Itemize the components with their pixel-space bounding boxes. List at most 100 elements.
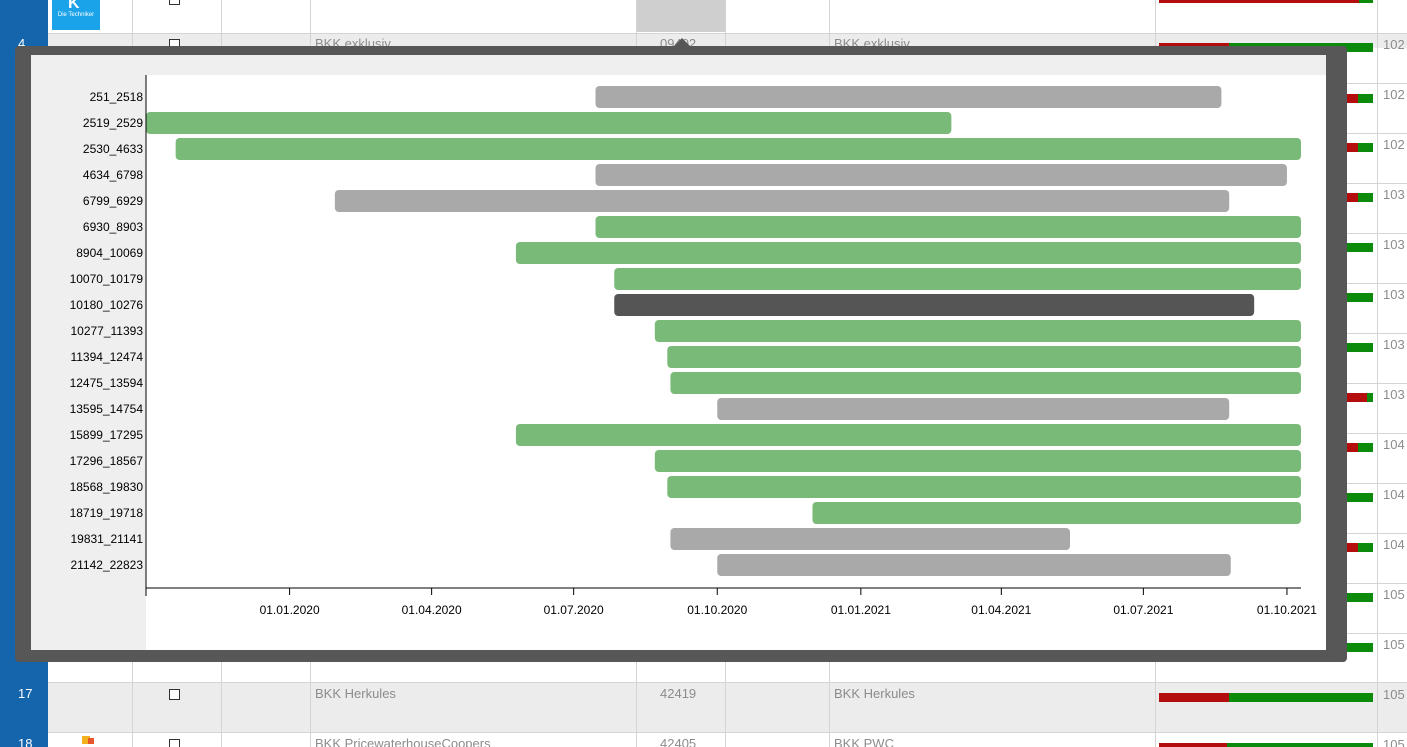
gantt-bar[interactable] [670, 528, 1070, 550]
gantt-bar[interactable] [667, 476, 1301, 498]
status-bar [1347, 493, 1373, 502]
cell-short-name: BKK Herkules [834, 686, 915, 701]
gantt-bar[interactable] [670, 372, 1301, 394]
table-row [48, 33, 1407, 48]
cell-right-number: 103 [1383, 387, 1405, 402]
x-tick-label: 01.04.2020 [402, 603, 462, 617]
gantt-row-label: 6930_8903 [83, 220, 143, 234]
gantt-row-label: 251_2518 [90, 90, 144, 104]
row-number: 4 [18, 36, 26, 51]
gantt-bar[interactable] [595, 86, 1222, 108]
row-number: 17 [18, 686, 33, 701]
cell-code: 42405 [660, 736, 697, 747]
techniker-logo: K Die Techniker [52, 0, 100, 30]
status-bar [1347, 393, 1373, 402]
popup-content: 251_2518 2519_2529 2530_4633 4634_6798 6799_… [31, 55, 1326, 650]
status-bar [1159, 693, 1373, 702]
status-bar [1159, 743, 1373, 747]
cell-right-number: 103 [1383, 287, 1405, 302]
gantt-row-label: 11394_12474 [70, 350, 143, 364]
row-checkbox[interactable] [169, 0, 180, 5]
timeline-popup: 251_2518 2519_2529 2530_4633 4634_6798 6799_… [15, 46, 1347, 662]
status-bar [1347, 293, 1373, 302]
table-row[interactable] [48, 682, 1407, 732]
table-row [48, 662, 1407, 682]
status-bar [1347, 193, 1373, 202]
cell-right-number: 103 [1383, 337, 1405, 352]
x-tick-label: 01.10.2020 [687, 603, 747, 617]
gantt-row-label: 13595_14754 [70, 402, 144, 416]
gantt-bar[interactable] [614, 294, 1255, 316]
gantt-row-label: 8904_10069 [76, 246, 143, 260]
gantt-row-label: 6799_6929 [83, 194, 143, 208]
gantt-bar[interactable] [717, 554, 1231, 576]
gantt-row-label: 17296_18567 [70, 454, 144, 468]
gantt-bar[interactable] [515, 242, 1301, 264]
row-checkbox[interactable] [169, 689, 180, 700]
cell-right-number: 105 [1383, 687, 1405, 702]
status-bar [1347, 343, 1373, 352]
gantt-bar[interactable] [717, 398, 1230, 420]
status-bar [1347, 443, 1373, 452]
gantt-bar[interactable] [334, 190, 1230, 212]
status-bar [1347, 643, 1373, 652]
row-number: 18 [18, 736, 33, 747]
gantt-row-label: 2530_4633 [83, 142, 143, 156]
cell-name: BKK Herkules [315, 686, 396, 701]
gantt-bar[interactable] [614, 268, 1301, 290]
cell-right-number: 105 [1383, 737, 1405, 747]
table-row [48, 0, 1407, 33]
cell-right-number: 105 [1383, 637, 1405, 652]
gantt-row-label: 10277_11393 [70, 324, 143, 338]
row-checkbox[interactable] [169, 739, 180, 747]
gantt-bar[interactable] [595, 216, 1301, 238]
gantt-bar[interactable] [595, 164, 1287, 186]
status-bar [1347, 593, 1373, 602]
cell-right-number: 102 [1383, 87, 1405, 102]
x-tick-label: 01.07.2020 [544, 603, 604, 617]
gantt-row-label: 19831_21141 [70, 532, 143, 546]
gantt-row-label: 10070_10179 [70, 272, 144, 286]
status-bar [1347, 94, 1373, 103]
gantt-bar[interactable] [812, 502, 1301, 524]
gantt-row-label: 4634_6798 [83, 168, 143, 182]
gantt-bar[interactable] [175, 138, 1302, 160]
status-bar [1347, 143, 1373, 152]
cell-right-number: 104 [1383, 537, 1405, 552]
gantt-row-label: 15899_17295 [70, 428, 144, 442]
gantt-row-label: 12475_13594 [70, 376, 144, 390]
cell-code: 42419 [660, 686, 697, 701]
x-tick-label: 01.10.2021 [1257, 603, 1317, 617]
cell-right-number: 102 [1383, 37, 1405, 52]
pwc-logo [52, 736, 94, 747]
x-tick-label: 01.01.2020 [260, 603, 320, 617]
cell-name: BKK PricewaterhouseCoopers [315, 736, 491, 747]
gantt-bar[interactable] [667, 346, 1301, 368]
gantt-row-label: 18568_19830 [70, 480, 144, 494]
gantt-row-label: 21142_22823 [70, 558, 143, 572]
popup-pointer [673, 38, 691, 47]
cell-right-number: 105 [1383, 587, 1405, 602]
gantt-row-label: 2519_2529 [83, 116, 143, 130]
x-tick-label: 01.07.2021 [1113, 603, 1173, 617]
status-bar [1347, 243, 1373, 252]
gantt-row-label: 10180_10276 [70, 298, 144, 312]
status-bar [1159, 0, 1373, 3]
gantt-row-label: 18719_19718 [70, 506, 144, 520]
gantt-bar[interactable] [654, 320, 1301, 342]
gantt-bar[interactable] [515, 424, 1301, 446]
x-tick-label: 01.04.2021 [971, 603, 1031, 617]
cell-right-number: 103 [1383, 237, 1405, 252]
x-tick-label: 01.01.2021 [831, 603, 891, 617]
gantt-bar[interactable] [654, 450, 1301, 472]
gantt-bar[interactable] [146, 112, 952, 134]
cell-right-number: 103 [1383, 187, 1405, 202]
highlighted-cell [637, 0, 725, 32]
cell-right-number: 104 [1383, 487, 1405, 502]
gantt-chart: 251_2518 2519_2529 2530_4633 4634_6798 6799_… [70, 75, 1317, 617]
table-row[interactable] [48, 732, 1407, 747]
cell-right-number: 102 [1383, 137, 1405, 152]
cell-short-name: BKK PWC [834, 736, 894, 747]
cell-right-number: 104 [1383, 437, 1405, 452]
